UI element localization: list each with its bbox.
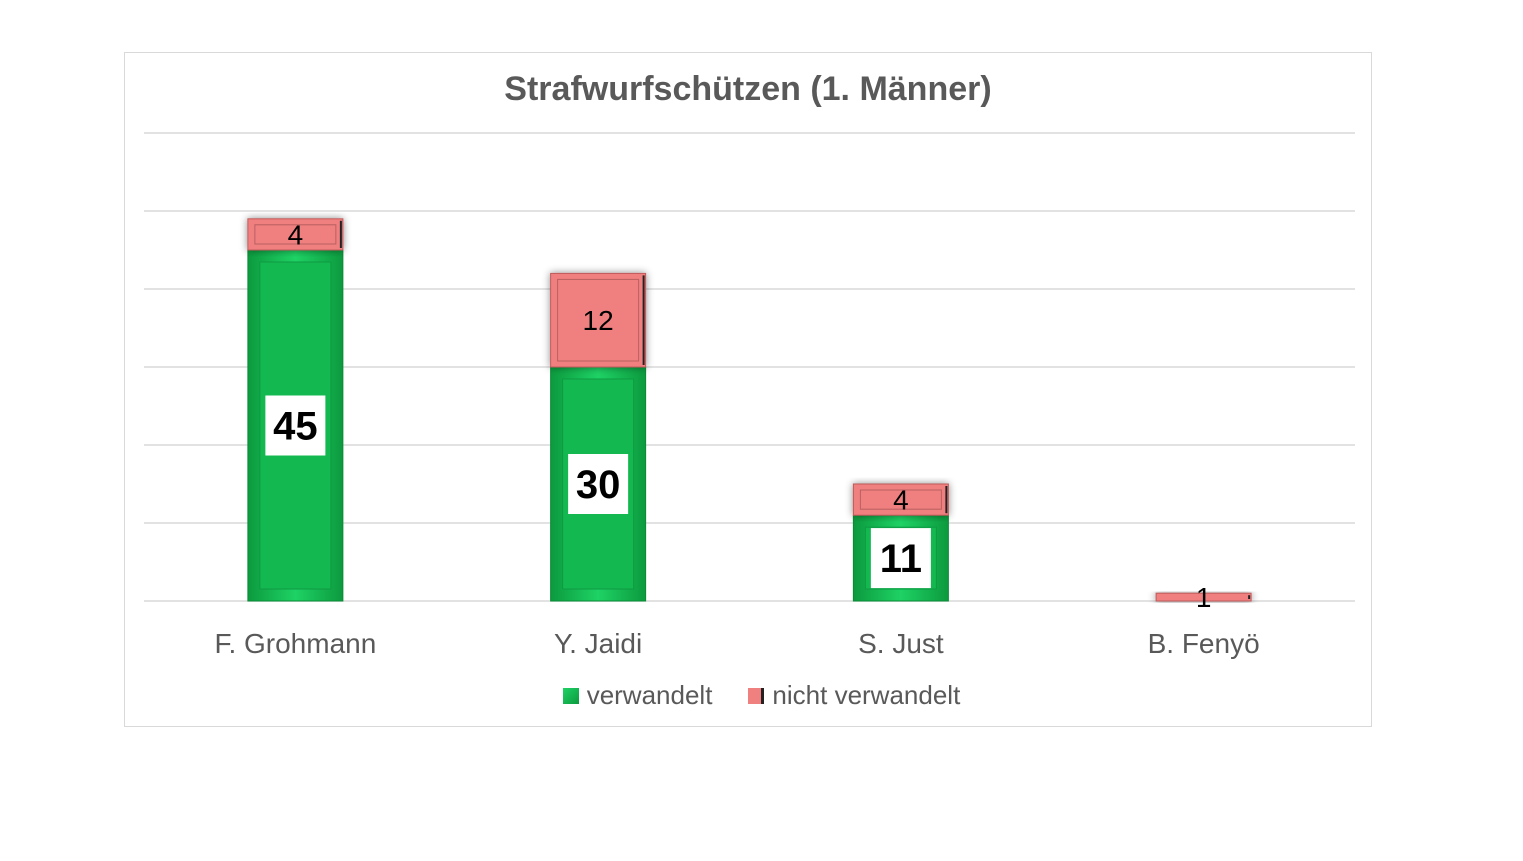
legend-swatch-green	[562, 687, 579, 704]
bar-nicht-verwandelt	[1155, 592, 1252, 602]
data-label-box	[265, 395, 326, 456]
x-tick-label: B. Fenyö	[1148, 628, 1260, 659]
data-label-box	[568, 454, 629, 514]
data-label-verwandelt: 30	[576, 463, 621, 507]
legend: verwandelt nicht verwandelt	[0, 680, 1523, 711]
bar-bevel	[557, 278, 640, 362]
chart-frame	[124, 52, 1372, 727]
data-label-verwandelt: 11	[880, 537, 922, 581]
bar-bevel	[254, 224, 337, 245]
bar-nicht-verwandelt	[852, 483, 949, 516]
data-label-nicht-verwandelt: 4	[893, 485, 909, 516]
data-label-nicht-verwandelt: 1	[1196, 582, 1212, 613]
data-label-verwandelt: 45	[273, 405, 318, 449]
data-label-nicht-verwandelt: 4	[288, 219, 304, 250]
legend-label: nicht verwandelt	[772, 680, 961, 710]
legend-swatch-red	[748, 687, 765, 704]
legend-item-nicht-verwandelt: nicht verwandelt	[748, 680, 960, 711]
legend-item-verwandelt: verwandelt	[562, 680, 713, 711]
x-tick-label: S. Just	[858, 628, 944, 659]
bar-bevel	[859, 489, 942, 510]
bar-nicht-verwandelt	[550, 272, 647, 368]
x-tick-label: F. Grohmann	[214, 628, 376, 659]
legend-label: verwandelt	[586, 680, 713, 710]
x-tick-label: Y. Jaidi	[554, 628, 642, 659]
bar-nicht-verwandelt	[247, 218, 344, 251]
data-label-nicht-verwandelt: 12	[583, 305, 614, 336]
chart-title: Strafwurfschützen (1. Männer)	[504, 70, 992, 108]
data-label-box	[870, 528, 931, 589]
